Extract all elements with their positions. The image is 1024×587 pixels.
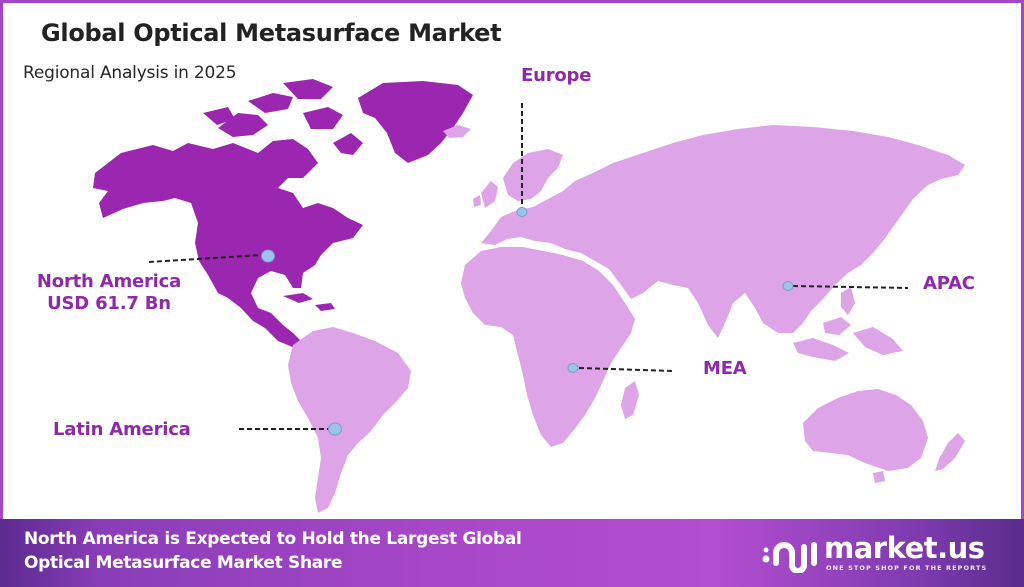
region-north-america: [93, 79, 473, 348]
leader-line-north-america: [148, 254, 262, 263]
marker-apac: [782, 281, 794, 291]
footer-banner: North America is Expected to Hold the La…: [0, 519, 1024, 587]
banner-headline: North America is Expected to Hold the La…: [24, 527, 522, 575]
page-title: Global Optical Metasurface Market: [41, 19, 502, 47]
subtitle-bold: Analysis: [99, 63, 169, 83]
label-north-america-name: North America: [36, 271, 182, 292]
subtitle-suffix: in 2025: [168, 63, 237, 83]
region-markers: [261, 207, 794, 436]
banner-line-1: North America is Expected to Hold the La…: [24, 529, 522, 549]
marker-mea: [567, 363, 579, 373]
label-mea: MEA: [703, 358, 747, 379]
marker-europe: [516, 207, 528, 217]
page-subtitle: Regional Analysis in 2025: [23, 63, 237, 83]
logo-mark-icon: [762, 542, 817, 573]
logo-tagline: ONE STOP SHOP FOR THE REPORTS: [826, 564, 988, 572]
logo-wordmark: market.us: [824, 531, 985, 565]
marker-latin-america: [328, 422, 342, 436]
label-apac: APAC: [923, 273, 975, 294]
label-europe: Europe: [521, 65, 592, 86]
label-latin-america: Latin America: [53, 419, 191, 440]
subtitle-prefix: Regional: [23, 63, 100, 83]
region-eurasia-africa-oceania: [443, 125, 965, 483]
marker-north-america: [261, 249, 275, 263]
world-map: [93, 79, 965, 513]
leader-lines: [148, 103, 909, 430]
banner-line-2: Optical Metasurface Market Share: [24, 553, 343, 573]
leader-line-apac: [792, 285, 909, 289]
label-north-america-value: USD 61.7 Bn: [47, 293, 171, 314]
label-north-america: North America USD 61.7 Bn: [29, 271, 189, 315]
region-latin-america: [288, 327, 411, 513]
market-us-logo: market.us ONE STOP SHOP FOR THE REPORTS: [762, 531, 1012, 577]
